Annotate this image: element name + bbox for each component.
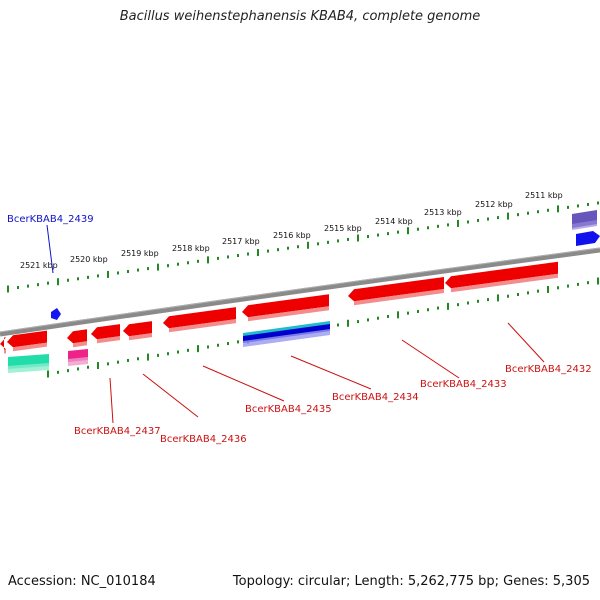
gene-2432[interactable] xyxy=(445,261,558,289)
gene-label[interactable]: BcerKBAB4_2432 xyxy=(505,364,592,375)
gene-track xyxy=(0,261,558,354)
scale-label: 2511 kbp xyxy=(525,191,563,200)
gene-2435-a-shade xyxy=(169,319,236,333)
gene-label[interactable]: BcerKBAB4_2436 xyxy=(160,434,247,445)
callout-line xyxy=(290,355,372,390)
scale-label: 2520 kbp xyxy=(70,255,108,264)
callout-line xyxy=(109,377,114,424)
gene-label[interactable]: BcerKBAB4_2435 xyxy=(245,404,332,415)
scale-label: 2516 kbp xyxy=(273,231,311,240)
scale-label: 2512 kbp xyxy=(475,200,513,209)
gene-2435-a[interactable] xyxy=(163,307,236,329)
upper-scale-ticks xyxy=(7,201,599,293)
gene-left-a[interactable] xyxy=(7,330,47,348)
gene-2433-shade xyxy=(354,289,444,306)
gene-partial-left-shade xyxy=(4,349,6,354)
gene-callouts: BcerKBAB4_2439BcerKBAB4_2437BcerKBAB4_24… xyxy=(7,214,592,445)
callout-line xyxy=(46,224,54,274)
callout-line xyxy=(142,373,199,418)
gene-label[interactable]: BcerKBAB4_2439 xyxy=(7,214,94,225)
gene-2436-shade xyxy=(129,333,152,341)
rna-teal-shade xyxy=(8,363,49,373)
scale-label: 2514 kbp xyxy=(375,217,413,226)
genome-backbone-highlight xyxy=(0,247,600,333)
rna-right-purple-shade xyxy=(572,220,597,230)
callout-line xyxy=(507,322,545,363)
callout-line xyxy=(202,365,285,402)
gene-2435-b[interactable] xyxy=(242,294,329,318)
gene-2432-shade xyxy=(451,273,558,293)
rna-blue-2435-shade xyxy=(243,329,330,347)
gene-2433[interactable] xyxy=(348,277,444,302)
gene-2437-a[interactable] xyxy=(67,329,87,344)
gene-2435-b-shade xyxy=(248,306,329,322)
gene-2437-a-shade xyxy=(73,341,87,348)
scale-label: 2519 kbp xyxy=(121,249,159,258)
gene-2436[interactable] xyxy=(123,321,152,337)
genome-backbone xyxy=(0,247,600,337)
map-title: Bacillus weihenstephanensis KBAB4, compl… xyxy=(119,9,481,24)
scale-labels: 2521 kbp 2520 kbp 2519 kbp 2518 kbp 2517 kbp… xyxy=(20,191,563,270)
callout-line xyxy=(401,339,460,379)
gene-label[interactable]: BcerKBAB4_2433 xyxy=(420,379,507,390)
topology-text: Topology: circular; Length: 5,262,775 bp… xyxy=(232,574,590,589)
scale-label: 2517 kbp xyxy=(222,237,260,246)
gene-2439[interactable] xyxy=(51,308,61,320)
scale-label: 2515 kbp xyxy=(324,224,362,233)
gene-partial-left[interactable] xyxy=(0,337,6,350)
gene-left-a-shade xyxy=(13,342,47,352)
scale-label: 2513 kbp xyxy=(424,208,462,217)
scale-label: 2518 kbp xyxy=(172,244,210,253)
gene-2437-b[interactable] xyxy=(91,324,120,340)
rna-pink-shade xyxy=(68,357,88,366)
accession-text: Accession: NC_010184 xyxy=(8,574,156,589)
gene-label[interactable]: BcerKBAB4_2437 xyxy=(74,426,161,437)
gene-2437-b-shade xyxy=(97,336,120,344)
gene-label[interactable]: BcerKBAB4_2434 xyxy=(332,392,419,403)
gene-right-blue[interactable] xyxy=(576,231,600,246)
scale-label: 2521 kbp xyxy=(20,261,58,270)
